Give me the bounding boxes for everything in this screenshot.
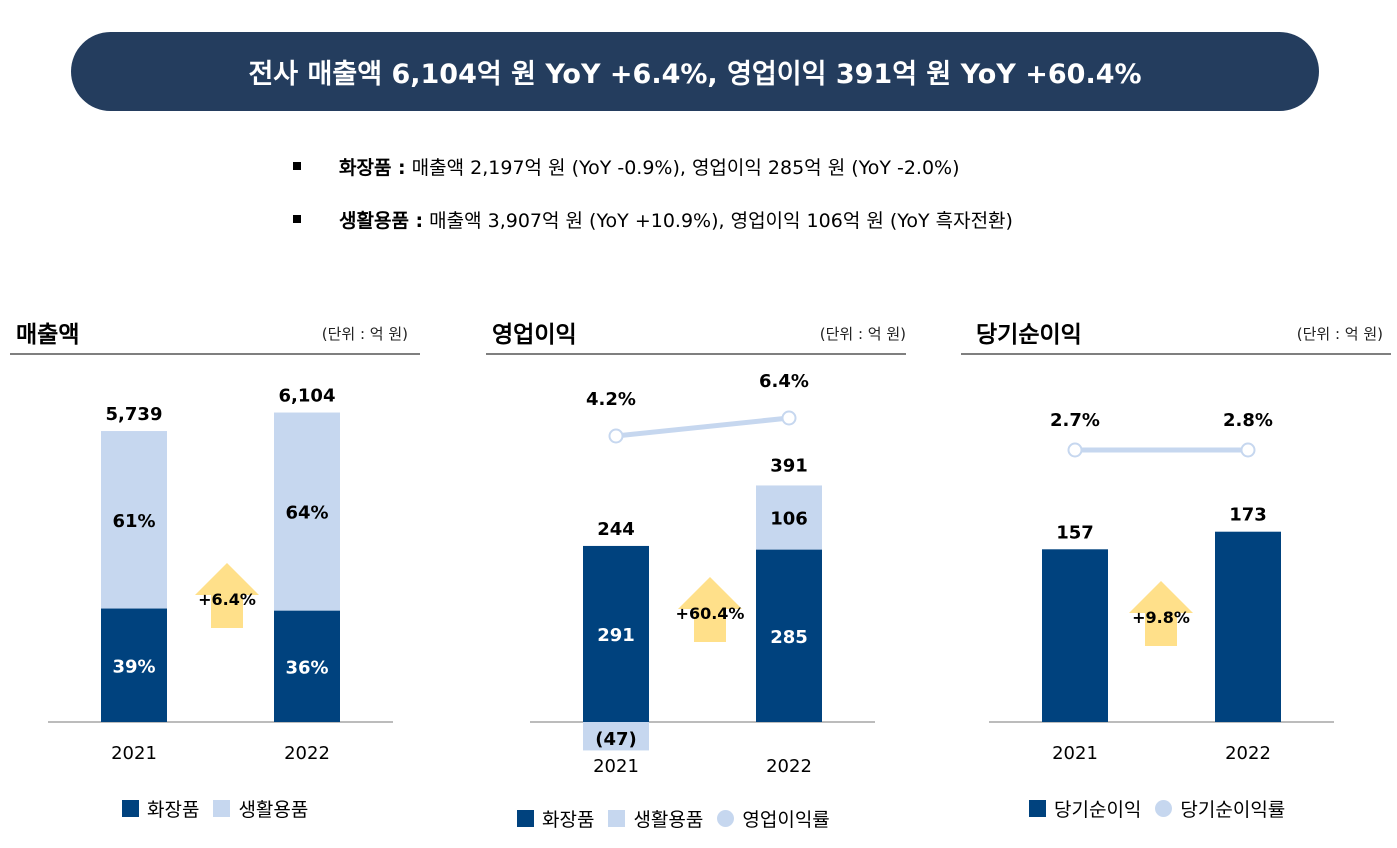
growth-label: +9.8% [1132, 608, 1190, 627]
operating-profit-chart: 291 (47) 244 2021 285 106 391 2022 4.2% 6.4% +60.4… [530, 371, 875, 777]
legend-label: 생활용품 [633, 809, 704, 831]
bar-net-income [1042, 549, 1108, 722]
legend-label: 영업이익률 [742, 809, 830, 831]
chart-legend: 화장품 생활용품 영업이익률 [517, 805, 844, 832]
total-label: 6,104 [279, 386, 336, 407]
segment-label: 291 [597, 625, 635, 646]
margin-label: 4.2% [586, 389, 636, 410]
net-income-panel: 당기순이익 (단위 : 억 원) 157 2021 173 2022 2.7% 2.8% +… [951, 305, 1391, 845]
segment-label: (47) [595, 729, 637, 750]
total-label: 244 [597, 519, 635, 540]
segment-label: 64% [285, 503, 328, 524]
x-tick-label: 2021 [593, 756, 639, 777]
legend-label: 화장품 [147, 799, 200, 821]
bar-segment-household [101, 431, 167, 609]
legend-item-net-income: 당기순이익 [1029, 795, 1141, 822]
chart-legend: 화장품 생활용품 [122, 795, 322, 822]
legend-label: 당기순이익률 [1180, 799, 1286, 821]
legend-item-household: 생활용품 [608, 805, 703, 832]
growth-arrow-icon [1129, 581, 1193, 646]
panel-title-rule [486, 353, 906, 355]
panel-title: 매출액 [16, 322, 80, 348]
legend-item-cosmetics: 화장품 [122, 795, 199, 822]
x-tick-label: 2021 [111, 743, 157, 764]
legend-label: 생활용품 [238, 799, 309, 821]
legend-swatch-light [608, 810, 626, 827]
x-tick-label: 2022 [766, 756, 812, 777]
legend-item-margin: 영업이익률 [717, 805, 830, 832]
bar-segment-household [583, 722, 649, 751]
legend-item-net-margin: 당기순이익률 [1155, 795, 1285, 822]
bar-net-income [1215, 531, 1281, 722]
total-label: 157 [1056, 522, 1094, 543]
segment-label: 106 [770, 509, 808, 530]
revenue-chart: 39% 61% 5,739 2021 36% 64% 6,104 2022 +6.4% [48, 386, 393, 764]
bar-segment-cosmetics [101, 608, 167, 722]
bar-segment-household [756, 485, 822, 550]
bullet-label: 생활용품 : [339, 209, 424, 232]
x-tick-label: 2021 [1052, 743, 1098, 764]
growth-label: +6.4% [198, 590, 256, 609]
summary-banner: 전사 매출액 6,104억 원 YoY +6.4%, 영업이익 391억 원 Y… [71, 32, 1319, 111]
x-tick-label: 2022 [284, 743, 330, 764]
segment-label: 39% [112, 656, 155, 677]
total-label: 391 [770, 455, 808, 476]
segment-label: 61% [112, 511, 155, 532]
legend-item-cosmetics: 화장품 [517, 805, 594, 832]
bar-segment-cosmetics [756, 549, 822, 722]
segment-label: 36% [285, 657, 328, 678]
highlights-list: 화장품 : 매출액 2,197억 원 (YoY -0.9%), 영업이익 285… [293, 150, 1013, 256]
legend-swatch-light [213, 800, 231, 817]
growth-arrow-icon [195, 563, 259, 628]
x-tick-label: 2022 [1225, 743, 1271, 764]
total-label: 173 [1229, 505, 1267, 526]
bullet-text: 매출액 2,197억 원 (YoY -0.9%), 영업이익 285억 원 (Y… [411, 156, 960, 179]
bullet-square-icon [293, 162, 301, 170]
margin-label: 2.7% [1050, 410, 1100, 431]
unit-label: (단위 : 억 원) [819, 325, 906, 343]
margin-point [608, 428, 624, 444]
panel-title: 영업이익 [492, 322, 577, 348]
margin-point [1240, 442, 1256, 458]
panel-title-rule [10, 353, 420, 355]
bullet-household: 생활용품 : 매출액 3,907억 원 (YoY +10.9%), 영업이익 1… [293, 203, 1013, 235]
margin-point [1067, 442, 1083, 458]
revenue-panel: 매출액 (단위 : 억 원) 39% 61% 5,739 2021 36% 64% 6,10… [0, 305, 420, 845]
margin-label: 2.8% [1223, 410, 1273, 431]
bullet-label: 화장품 : [339, 156, 406, 179]
bullet-square-icon [293, 215, 301, 223]
bar-segment-household [274, 412, 340, 611]
unit-label: (단위 : 억 원) [321, 325, 408, 343]
legend-swatch-dark [517, 810, 534, 827]
growth-arrow-icon [678, 577, 742, 642]
total-label: 5,739 [106, 404, 163, 425]
legend-swatch-dark [1029, 800, 1046, 817]
segment-label: 285 [770, 627, 808, 648]
legend-label: 화장품 [542, 809, 595, 831]
margin-point [781, 410, 797, 426]
legend-label: 당기순이익 [1054, 799, 1142, 821]
bullet-cosmetics: 화장품 : 매출액 2,197억 원 (YoY -0.9%), 영업이익 285… [293, 150, 1013, 182]
legend-item-household: 생활용품 [213, 795, 308, 822]
bar-segment-cosmetics [274, 610, 340, 722]
margin-line [615, 415, 790, 439]
operating-profit-panel: 영업이익 (단위 : 억 원) 291 (47) 244 2021 285 106 391 2… [476, 305, 906, 845]
legend-dot-icon [717, 810, 735, 827]
panel-title: 당기순이익 [976, 322, 1082, 348]
unit-label: (단위 : 억 원) [1296, 325, 1383, 343]
margin-label: 6.4% [759, 371, 809, 392]
net-income-chart: 157 2021 173 2022 2.7% 2.8% +9.8% [989, 410, 1334, 764]
bullet-text: 매출액 3,907억 원 (YoY +10.9%), 영업이익 106억 원 (… [429, 209, 1013, 232]
legend-dot-icon [1155, 800, 1173, 817]
legend-swatch-dark [122, 800, 139, 817]
bar-segment-cosmetics [583, 545, 649, 722]
panel-title-rule [961, 353, 1391, 355]
chart-legend: 당기순이익 당기순이익률 [1029, 795, 1299, 822]
growth-label: +60.4% [676, 604, 745, 623]
